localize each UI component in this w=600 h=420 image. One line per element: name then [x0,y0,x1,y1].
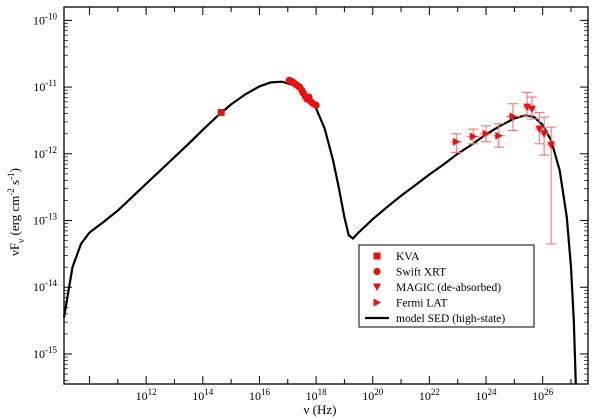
x-tick-label: 1024 [476,387,498,403]
legend-label: Fermi LAT [396,298,447,310]
legend-label: model SED (high-state) [396,313,505,325]
y-tick-label: 10-12 [33,145,57,161]
legend-box [358,244,535,328]
fermi-lat-point [469,132,478,141]
magic-de-absorbed-point [535,125,544,134]
y-tick-label: 10-15 [33,345,57,361]
legend-label: MAGIC (de-absorbed) [396,282,501,294]
legend-triangle-right-marker [373,298,381,307]
kva-point [217,108,225,116]
fermi-lat-point [482,129,491,138]
legend-circle-marker [373,267,381,276]
x-tick-label: 1012 [136,387,157,403]
plot-frame [63,6,589,385]
y-tick-label: 10-13 [33,212,57,228]
legend-item: Swift XRT [373,267,446,279]
legend-item: Fermi LAT [373,298,447,310]
y-tick-label: 10-14 [33,278,57,294]
legend-square-marker [373,252,381,260]
y-tick-label: 10-11 [33,78,57,94]
magic-de-absorbed-point [540,130,549,138]
magic-de-absorbed-point [527,105,536,114]
error-bars [450,91,557,245]
legend-label: KVA [396,251,420,263]
x-tick-label: 1016 [249,387,271,403]
x-tick-label: 1018 [306,387,328,403]
fermi-lat-point [509,112,517,121]
y-tick-label: 10-10 [33,11,57,27]
y-axis-title: νFν (erg cm-2 s-1) [6,168,26,256]
swift-xrt-point [312,101,320,109]
x-tick-label: 1014 [192,387,214,403]
legend-item: KVA [373,251,420,263]
legend: KVA Swift XRT MAGIC (de-absorbed) Fermi LAT… [358,244,535,328]
axis-ticks [64,7,588,384]
x-tick-label: 1026 [532,387,554,403]
y-tick-labels: 10-15 10-14 10-13 10-12 10-11 10-10 [33,11,57,361]
magic-de-absorbed-point [523,103,532,112]
legend-item: model SED (high-state) [365,313,505,325]
x-tick-label: 1022 [419,387,440,403]
x-tick-label: 1020 [362,387,384,403]
x-tick-labels: 1012 1014 1016 1018 1020 1022 1024 1026 [136,387,554,403]
data-markers [217,76,556,150]
fermi-lat-point [495,131,503,140]
legend-label: Swift XRT [396,267,446,279]
magic-de-absorbed-point [547,141,556,150]
legend-triangle-down-marker [373,283,381,291]
x-axis-title: ν (Hz) [304,402,337,417]
fermi-lat-point [452,137,461,146]
legend-item: MAGIC (de-absorbed) [373,282,501,294]
